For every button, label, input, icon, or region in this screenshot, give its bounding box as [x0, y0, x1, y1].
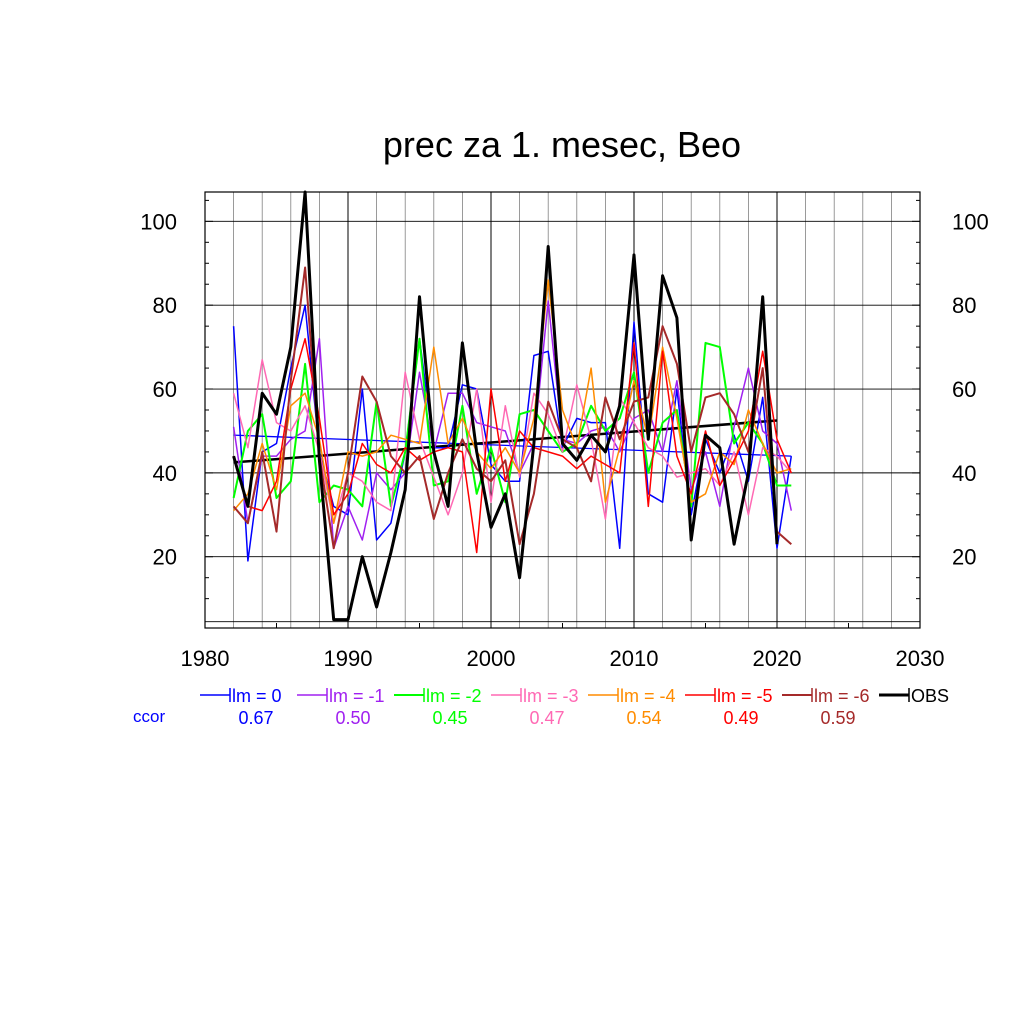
legend-label: lm = -5 [717, 686, 773, 706]
legend-label: lm = -3 [523, 686, 579, 706]
ccor-value: 0.47 [529, 708, 564, 728]
ccor-value: 0.50 [335, 708, 370, 728]
legend-label: lm = -1 [329, 686, 385, 706]
x-tick-label: 2020 [753, 646, 802, 671]
series-lines [232, 190, 793, 622]
y-tick-label-right: 80 [952, 293, 976, 318]
y-tick-label-left: 80 [153, 293, 177, 318]
series-line-lm-3 [232, 358, 792, 524]
legend-label: OBS [911, 686, 949, 706]
y-tick-label-right: 60 [952, 377, 976, 402]
y-tick-label-left: 40 [153, 461, 177, 486]
y-tick-label-left: 60 [153, 377, 177, 402]
ccor-value: 0.59 [820, 708, 855, 728]
legend-label: lm = -6 [814, 686, 870, 706]
legend-label: lm = 0 [232, 686, 282, 706]
ccor-value: 0.45 [432, 708, 467, 728]
chart-title: prec za 1. mesec, Beo [383, 124, 741, 165]
legend-label: lm = -4 [620, 686, 676, 706]
ccor-value: 0.54 [626, 708, 661, 728]
series-line-obs [232, 190, 779, 622]
ccor-label: ccor [133, 707, 165, 726]
x-tick-label: 2000 [467, 646, 516, 671]
ccor-value: 0.67 [238, 708, 273, 728]
x-tick-label: 2030 [896, 646, 945, 671]
y-tick-label-right: 100 [952, 209, 989, 234]
x-tick-label: 1980 [181, 646, 230, 671]
series-line-lm-6 [232, 266, 792, 550]
series-line-lm-5 [232, 337, 792, 554]
x-tick-label: 2010 [610, 646, 659, 671]
ccor-value: 0.49 [723, 708, 758, 728]
legend-label: lm = -2 [426, 686, 482, 706]
y-tick-label-right: 40 [952, 461, 976, 486]
x-tick-label: 1990 [324, 646, 373, 671]
y-tick-label-right: 20 [952, 545, 976, 570]
y-tick-label-left: 100 [140, 209, 177, 234]
y-tick-label-left: 20 [153, 545, 177, 570]
